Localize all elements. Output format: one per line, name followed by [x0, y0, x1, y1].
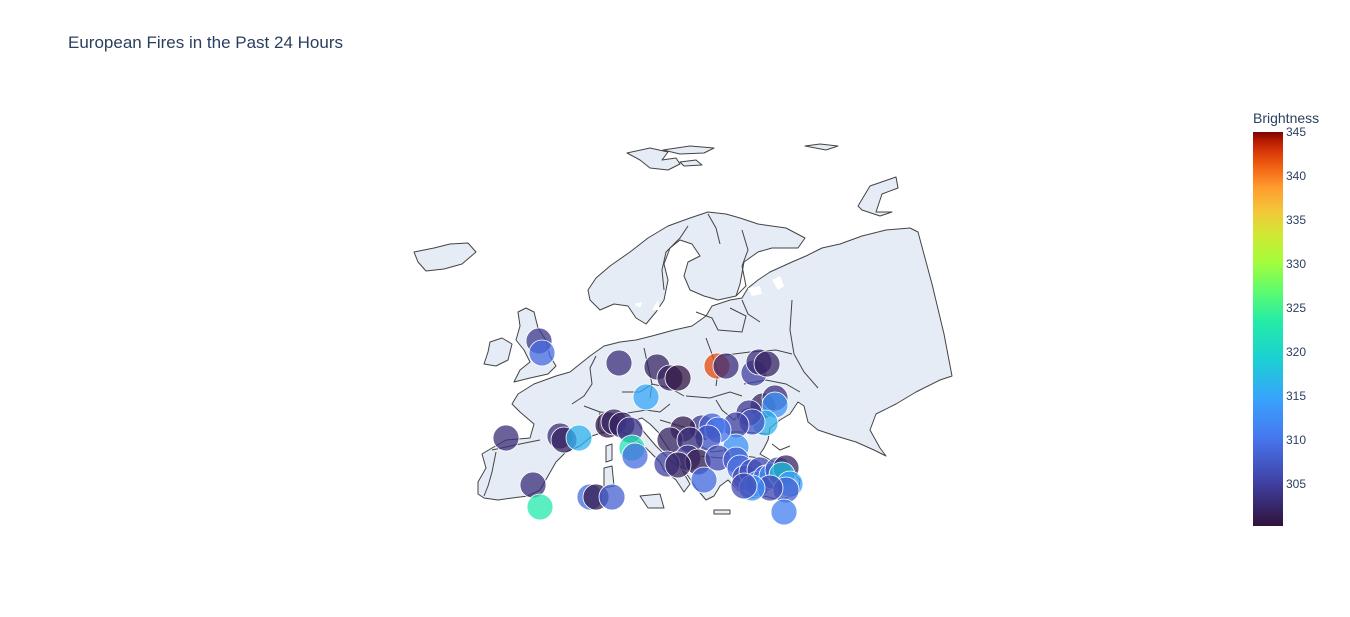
fire-marker-1[interactable]	[528, 339, 556, 367]
chart-title: European Fires in the Past 24 Hours	[68, 33, 343, 52]
colorbar-tick-305: 305	[1286, 477, 1307, 491]
ireland-land	[483, 337, 513, 367]
novaya-zemlya-land	[857, 176, 899, 217]
border-baltics	[695, 307, 747, 333]
colorbar-tick-310: 310	[1286, 433, 1307, 447]
svalbard-land	[626, 147, 681, 171]
colorbar-tick-320: 320	[1286, 345, 1307, 359]
colorbar-tick-345: 345	[1286, 125, 1307, 139]
fire-marker-45[interactable]	[664, 451, 692, 479]
border-france-germany	[571, 355, 597, 405]
fire-marker-46[interactable]	[690, 466, 718, 494]
border-finland-russia	[735, 229, 749, 297]
fire-markers	[492, 327, 804, 526]
border-turkey	[771, 443, 791, 451]
lake-ladoga	[748, 286, 762, 296]
colorbar-tick-315: 315	[1286, 389, 1307, 403]
border-portugal	[483, 451, 497, 497]
lakes	[634, 276, 784, 310]
border-russia-balt	[741, 299, 761, 323]
colorbar-gradient	[1253, 132, 1283, 526]
colorbar-tick-330: 330	[1286, 257, 1307, 271]
fire-marker-23[interactable]	[712, 352, 740, 380]
border-slovakia-hungary	[685, 391, 743, 399]
svalbard-south-land	[679, 159, 703, 167]
border-ukraine-russia	[789, 299, 819, 389]
sicily-land	[639, 493, 665, 509]
colorbar-title: Brightness	[1253, 110, 1320, 126]
fire-marker-21[interactable]	[664, 364, 692, 392]
lake-onega	[772, 276, 784, 290]
corsica-land	[605, 443, 613, 463]
fire-marker-4[interactable]	[526, 493, 554, 521]
border-sweden-finland	[707, 213, 721, 245]
fire-marker-2[interactable]	[492, 424, 520, 452]
scandinavia-land	[587, 211, 806, 325]
lake-vattern	[652, 300, 660, 310]
crete-land	[713, 509, 731, 515]
colorbar-tick-335: 335	[1286, 213, 1307, 227]
colorbar-tick-325: 325	[1286, 301, 1307, 315]
fire-marker-26[interactable]	[753, 350, 781, 378]
fire-marker-64[interactable]	[770, 498, 798, 526]
fire-marker-17[interactable]	[621, 442, 649, 470]
iceland-land	[413, 242, 477, 272]
lake-vanern	[634, 302, 642, 308]
fire-marker-63[interactable]	[730, 472, 758, 500]
fire-marker-11[interactable]	[605, 349, 633, 377]
svalbard-east-land	[662, 145, 715, 155]
colorbar-tick-340: 340	[1286, 169, 1307, 183]
border-sweden-norway	[661, 225, 689, 291]
fire-marker-10[interactable]	[598, 483, 626, 511]
franz-josef-land	[804, 143, 839, 151]
fire-marker-18[interactable]	[632, 383, 660, 411]
fire-marker-7[interactable]	[565, 424, 593, 452]
